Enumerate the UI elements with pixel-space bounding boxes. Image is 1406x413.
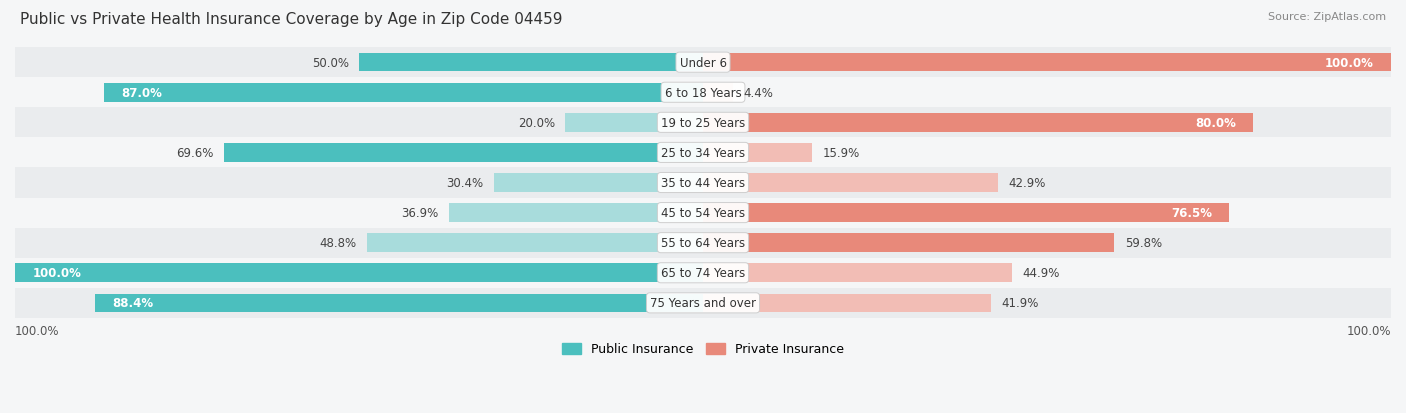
Text: 87.0%: 87.0%: [122, 87, 163, 100]
Text: 100.0%: 100.0%: [15, 324, 59, 337]
Text: 76.5%: 76.5%: [1171, 206, 1212, 220]
FancyBboxPatch shape: [15, 198, 1391, 228]
FancyBboxPatch shape: [15, 288, 1391, 318]
Text: 100.0%: 100.0%: [32, 267, 82, 280]
Text: 59.8%: 59.8%: [1125, 237, 1161, 249]
Legend: Public Insurance, Private Insurance: Public Insurance, Private Insurance: [557, 337, 849, 361]
FancyBboxPatch shape: [15, 228, 1391, 258]
Text: 69.6%: 69.6%: [177, 147, 214, 159]
Bar: [494, 174, 703, 192]
Text: 80.0%: 80.0%: [1195, 116, 1236, 130]
Bar: [224, 144, 703, 162]
FancyBboxPatch shape: [15, 108, 1391, 138]
Text: 6 to 18 Years: 6 to 18 Years: [665, 87, 741, 100]
Bar: [565, 114, 703, 132]
Bar: [703, 264, 1012, 282]
Bar: [703, 84, 734, 102]
Text: 100.0%: 100.0%: [1324, 57, 1374, 69]
Text: 48.8%: 48.8%: [319, 237, 357, 249]
Text: 44.9%: 44.9%: [1022, 267, 1060, 280]
Text: 41.9%: 41.9%: [1001, 297, 1039, 310]
Text: 36.9%: 36.9%: [402, 206, 439, 220]
Text: Under 6: Under 6: [679, 57, 727, 69]
Text: 42.9%: 42.9%: [1008, 177, 1046, 190]
FancyBboxPatch shape: [15, 48, 1391, 78]
Text: 20.0%: 20.0%: [517, 116, 555, 130]
Text: 4.4%: 4.4%: [744, 87, 773, 100]
Bar: [703, 114, 1253, 132]
Text: 15.9%: 15.9%: [823, 147, 860, 159]
Bar: [94, 294, 703, 312]
Bar: [104, 84, 703, 102]
Bar: [449, 204, 703, 222]
Text: 30.4%: 30.4%: [446, 177, 484, 190]
Bar: [703, 144, 813, 162]
Text: 50.0%: 50.0%: [312, 57, 349, 69]
FancyBboxPatch shape: [15, 78, 1391, 108]
Text: 88.4%: 88.4%: [112, 297, 153, 310]
Text: 65 to 74 Years: 65 to 74 Years: [661, 267, 745, 280]
Bar: [367, 234, 703, 252]
Text: 25 to 34 Years: 25 to 34 Years: [661, 147, 745, 159]
Bar: [703, 294, 991, 312]
Text: 55 to 64 Years: 55 to 64 Years: [661, 237, 745, 249]
Bar: [703, 54, 1391, 72]
Bar: [703, 174, 998, 192]
Bar: [359, 54, 703, 72]
Text: 45 to 54 Years: 45 to 54 Years: [661, 206, 745, 220]
Bar: [15, 264, 703, 282]
FancyBboxPatch shape: [15, 258, 1391, 288]
Text: 75 Years and over: 75 Years and over: [650, 297, 756, 310]
FancyBboxPatch shape: [15, 168, 1391, 198]
FancyBboxPatch shape: [15, 138, 1391, 168]
Bar: [703, 234, 1115, 252]
Text: Source: ZipAtlas.com: Source: ZipAtlas.com: [1268, 12, 1386, 22]
Bar: [703, 204, 1229, 222]
Text: Public vs Private Health Insurance Coverage by Age in Zip Code 04459: Public vs Private Health Insurance Cover…: [20, 12, 562, 27]
Text: 100.0%: 100.0%: [1347, 324, 1391, 337]
Text: 19 to 25 Years: 19 to 25 Years: [661, 116, 745, 130]
Text: 35 to 44 Years: 35 to 44 Years: [661, 177, 745, 190]
